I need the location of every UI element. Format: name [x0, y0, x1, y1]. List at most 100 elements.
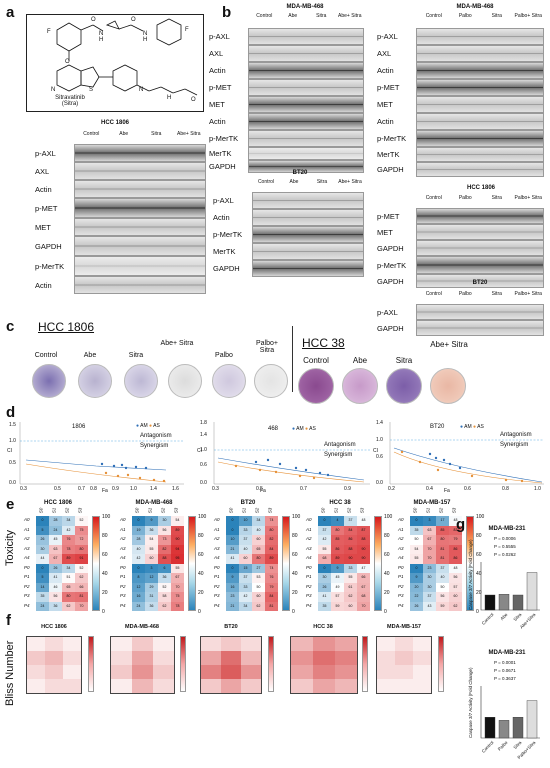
colorbar-tick: 40 — [102, 571, 108, 577]
heatmap-cell: 30 — [318, 573, 331, 583]
p-value: P = 0.5555 — [494, 544, 516, 549]
heatmap-cell: 41 — [49, 573, 62, 583]
heatmap-cell: 42 — [62, 525, 75, 535]
bliss-cell — [241, 637, 261, 651]
heatmap-row-label: P3 — [120, 593, 126, 598]
heatmap-cell: 41 — [318, 592, 331, 602]
heatmap-row-label: A0 — [24, 517, 30, 522]
colorbar-tick: 0 — [476, 609, 479, 615]
bliss-cell — [45, 665, 63, 679]
heatmap-cell: 58 — [158, 592, 171, 602]
heatmap-cell: 0 — [132, 563, 145, 573]
heatmap-row-label: A1 — [24, 526, 30, 532]
heatmap-cell: 76 — [265, 573, 278, 583]
antagonism-label: Antagonism — [140, 433, 172, 439]
colorbar-tick: 20 — [384, 590, 390, 596]
heatmap-cell: 30 — [423, 573, 436, 583]
heatmap-cell: 56 — [436, 592, 449, 602]
heatmap-cell: 90 — [357, 554, 370, 564]
heatmap-col-label: S1 — [333, 507, 339, 514]
heatmap-cell: 66 — [75, 582, 88, 592]
heatmap-row-label: A1 — [214, 526, 220, 532]
blot-lane-headers: Control Abe Sitra Abe+ Sitra — [256, 13, 362, 19]
toxicity-heatmap-grid: 0 4 37 48 37 80 84 87 42 85 86 88 55 86 88 90 68 89 90 90 0 9… — [318, 516, 370, 611]
dish-label: Control — [34, 352, 58, 359]
colorbar-tick: 0 — [384, 609, 387, 615]
heatmap-cell: 36 — [158, 573, 171, 583]
ci-plot-title: BT20 — [430, 424, 445, 430]
heatmap-cell: 50 — [410, 535, 423, 545]
heatmap-cell: 0 — [36, 563, 49, 573]
heatmap-cell: 95 — [171, 554, 184, 564]
ci-plot-2: 468 ● AM ● AS Antagonism Synergism Fa CI… — [196, 418, 372, 496]
heatmap-cell: 90 — [344, 554, 357, 564]
heatmap-cell: 59 — [436, 601, 449, 611]
heatmap-cell: 81 — [436, 544, 449, 554]
blot-row: AXL — [34, 162, 206, 180]
heatmap-cell: 55 — [410, 554, 423, 564]
heatmap-cell: 88 — [357, 535, 370, 545]
heatmap-cell: 60 — [252, 535, 265, 545]
heatmap-cell: 72 — [75, 535, 88, 545]
heatmap-cell: 37 — [318, 525, 331, 535]
heatmap-row-label: P4 — [214, 602, 220, 608]
heatmap-cell: 90 — [357, 544, 370, 554]
heatmap-col-label: S2 — [438, 507, 444, 514]
heatmap-cell: 78 — [62, 544, 75, 554]
colorbar-tick: 0 — [198, 609, 201, 615]
blot-title: BT20 — [472, 280, 488, 286]
colorbar-tick: 60 — [198, 552, 204, 558]
heatmap-cell: 75 — [75, 525, 88, 535]
atom-label: O — [65, 59, 70, 65]
heatmap-col-label: S1 — [241, 507, 247, 514]
heatmap-cell: 37 — [344, 516, 357, 526]
heatmap-cell: 34 — [62, 563, 75, 573]
heatmap-cell: 81 — [265, 601, 278, 611]
heatmap-cell: 40 — [252, 525, 265, 535]
ci-plot-3-svg — [389, 422, 544, 485]
colony-dish — [78, 364, 112, 398]
blot-lane-headers: Control Palbo Sitra Palbo+ Sitra — [425, 13, 542, 19]
bliss-cell — [153, 637, 174, 651]
bliss-cell — [395, 651, 413, 665]
bliss-cell — [221, 679, 241, 693]
p-value: P = 0.0001 — [494, 660, 516, 665]
bliss-cell — [313, 665, 335, 679]
colorbar-tick: 100 — [198, 514, 207, 520]
heatmap-cell: 55 — [344, 573, 357, 583]
heatmap-row-label: A3 — [120, 545, 126, 551]
heatmap-cell: 55 — [145, 544, 158, 554]
heatmap-cell: 28 — [49, 516, 62, 526]
bliss-heatmap-grid — [110, 636, 175, 694]
heatmap-cell: 10 — [226, 535, 239, 545]
heatmap-row-label: A2 — [398, 536, 404, 541]
synergism-label: Synergism — [500, 442, 529, 448]
bliss-cell — [45, 637, 63, 651]
heatmap-cell: 76 — [62, 535, 75, 545]
toxicity-colorbar — [282, 516, 290, 611]
atom-label: S — [89, 87, 94, 93]
heatmap-cell: 0 — [410, 563, 423, 573]
heatmap-cell: 43 — [423, 601, 436, 611]
colony-dish — [32, 364, 66, 398]
ci-legend: ● AM ● AS — [136, 423, 160, 429]
heatmap-cell: 0 — [132, 516, 145, 526]
heatmap-row-label: A4 — [214, 555, 220, 560]
bliss-heatmap-title: HCC 38 — [313, 624, 333, 630]
atom-label: N — [99, 31, 104, 37]
heatmap-cell: 9 — [331, 563, 344, 573]
bliss-colorbar — [268, 636, 274, 692]
heatmap-cell: 5 — [36, 525, 49, 535]
dish-label: Abe — [83, 352, 97, 359]
heatmap-cell: 22 — [410, 592, 423, 602]
heatmap-row-label: A2 — [306, 536, 312, 541]
atom-label: O — [191, 97, 196, 103]
blot-row: Actin — [34, 276, 206, 294]
bliss-heatmap-grid — [290, 636, 358, 694]
bar-chart-title: MDA-MB-231 — [488, 526, 526, 532]
bliss-cell — [241, 665, 261, 679]
colony-title-left: HCC 1806 — [38, 320, 95, 334]
heatmap-cell: 84 — [265, 592, 278, 602]
blot-title: MDA-MB-468 — [456, 4, 494, 10]
heatmap-cell: 70 — [171, 582, 184, 592]
